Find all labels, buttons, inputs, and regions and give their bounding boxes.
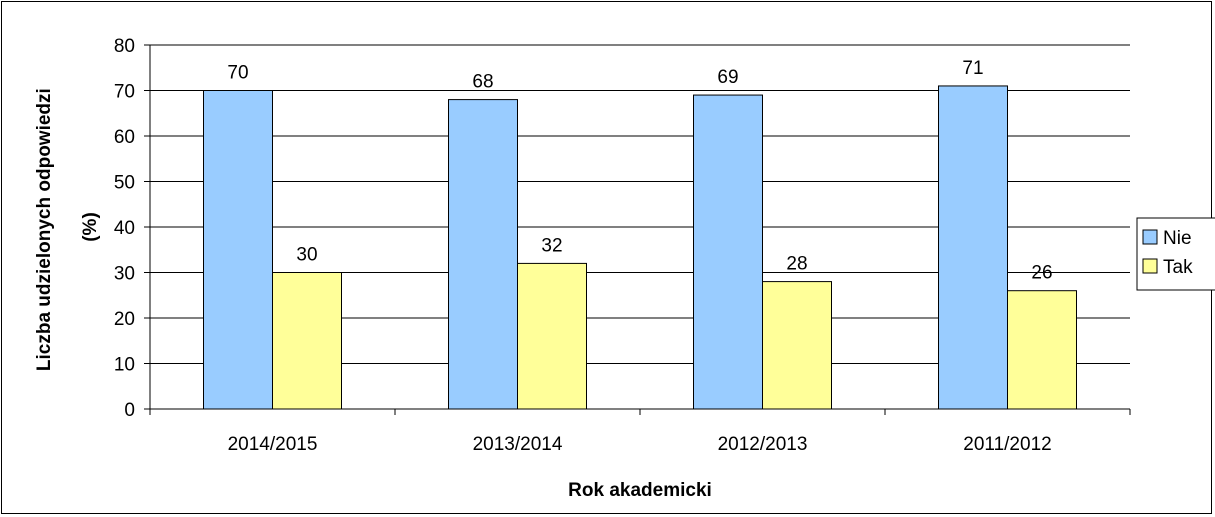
data-label-nie-2013-2014: 68	[472, 72, 493, 93]
bar-nie-2013-2014	[448, 99, 518, 410]
y-axis-title-line-2: (%)	[80, 212, 101, 242]
y-tick-label-0: 0	[124, 400, 135, 421]
bars	[203, 85, 1077, 410]
legend-label-tak: Tak	[1163, 257, 1193, 278]
data-label-nie-2012-2013: 69	[717, 67, 738, 88]
y-tick-label-10: 10	[114, 355, 135, 376]
data-label-tak-2012-2013: 28	[786, 254, 807, 275]
y-tick-label-60: 60	[114, 127, 135, 148]
bar-tak-2013-2014	[517, 262, 587, 410]
bar-tak-2012-2013	[762, 281, 832, 410]
x-tick-label-2012-2013: 2012/2013	[718, 434, 808, 455]
y-axis-title-line-1: Liczba udzielonych odpowiedzi	[34, 88, 55, 371]
x-tick-label-2014-2015: 2014/2015	[228, 434, 318, 455]
data-label-nie-2014-2015: 70	[227, 63, 248, 84]
y-tick-label-50: 50	[114, 173, 135, 194]
bar-nie-2014-2015	[203, 90, 273, 410]
y-tick-label-30: 30	[114, 264, 135, 285]
data-label-tak-2011-2012: 26	[1031, 263, 1052, 284]
data-label-tak-2013-2014: 32	[541, 235, 562, 256]
bar-tak-2011-2012	[1007, 290, 1077, 410]
legend: Nie Tak	[1136, 217, 1215, 291]
bar-nie-2012-2013	[693, 94, 763, 410]
labels: 0 10 20 30 40 50 60 70 80 70 30 2014/2015 68 32 2013/2…	[114, 36, 1053, 455]
axes	[144, 44, 1131, 415]
y-tick-label-40: 40	[114, 218, 135, 239]
legend-swatch-tak	[1142, 258, 1158, 274]
x-axis-title: Rok akademicki	[568, 480, 712, 501]
x-tick-label-2011-2012: 2011/2012	[963, 434, 1051, 455]
x-tick-label-2013-2014: 2013/2014	[473, 434, 563, 455]
legend-swatch-nie	[1142, 229, 1158, 245]
y-tick-label-80: 80	[114, 36, 135, 57]
bar-tak-2014-2015	[272, 272, 342, 410]
bar-nie-2011-2012	[938, 85, 1008, 410]
y-tick-label-20: 20	[114, 309, 135, 330]
data-label-nie-2011-2012: 71	[962, 58, 983, 79]
y-axis-title: Liczba udzielonych odpowiedzi (%)	[34, 83, 101, 371]
y-tick-label-70: 70	[114, 82, 135, 103]
legend-label-nie: Nie	[1163, 228, 1192, 249]
data-label-tak-2014-2015: 30	[296, 245, 317, 266]
